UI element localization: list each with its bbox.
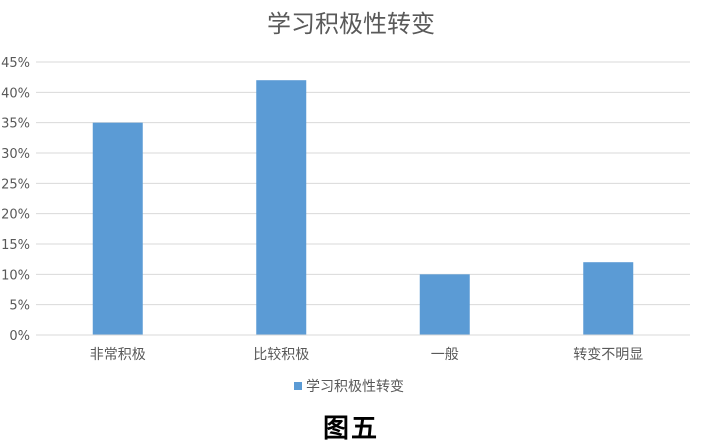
bar-1	[92, 122, 143, 336]
x-tick-label: 比较积极	[253, 347, 309, 363]
y-tick-label: 0%	[9, 329, 30, 344]
y-tick-label: 25%	[1, 177, 30, 192]
bar-2	[256, 80, 307, 335]
y-tick-label: 20%	[1, 208, 30, 223]
gridlines	[36, 61, 690, 306]
x-axis-ticks: 非常积极 比较积极 一般 转变不明显	[90, 347, 644, 363]
x-tick-label: 非常积极	[90, 347, 146, 363]
legend: 学习积极性转变	[294, 379, 404, 395]
x-tick-label: 一般	[431, 347, 459, 363]
figure-caption: 图五	[322, 414, 379, 444]
legend-swatch	[294, 382, 302, 390]
chart-title: 学习积极性转变	[267, 10, 435, 38]
y-axis-ticks: 0% 5% 10% 15% 20% 25% 30% 35% 40% 45%	[1, 56, 30, 344]
y-tick-label: 30%	[1, 147, 30, 162]
bar-4	[583, 262, 634, 335]
y-tick-label: 15%	[1, 238, 30, 253]
y-tick-label: 35%	[1, 117, 30, 132]
bar-3	[419, 274, 470, 335]
bars	[92, 80, 634, 336]
bar-chart: 学习积极性转变 0% 5% 10% 15% 20% 25% 30% 35% 40% 45% 非常积…	[1, 10, 690, 395]
y-tick-label: 45%	[1, 56, 30, 71]
x-tick-label: 转变不明显	[573, 347, 643, 363]
y-tick-label: 40%	[1, 86, 30, 101]
legend-label: 学习积极性转变	[306, 379, 404, 395]
y-tick-label: 10%	[1, 268, 30, 283]
y-tick-label: 5%	[9, 299, 30, 314]
